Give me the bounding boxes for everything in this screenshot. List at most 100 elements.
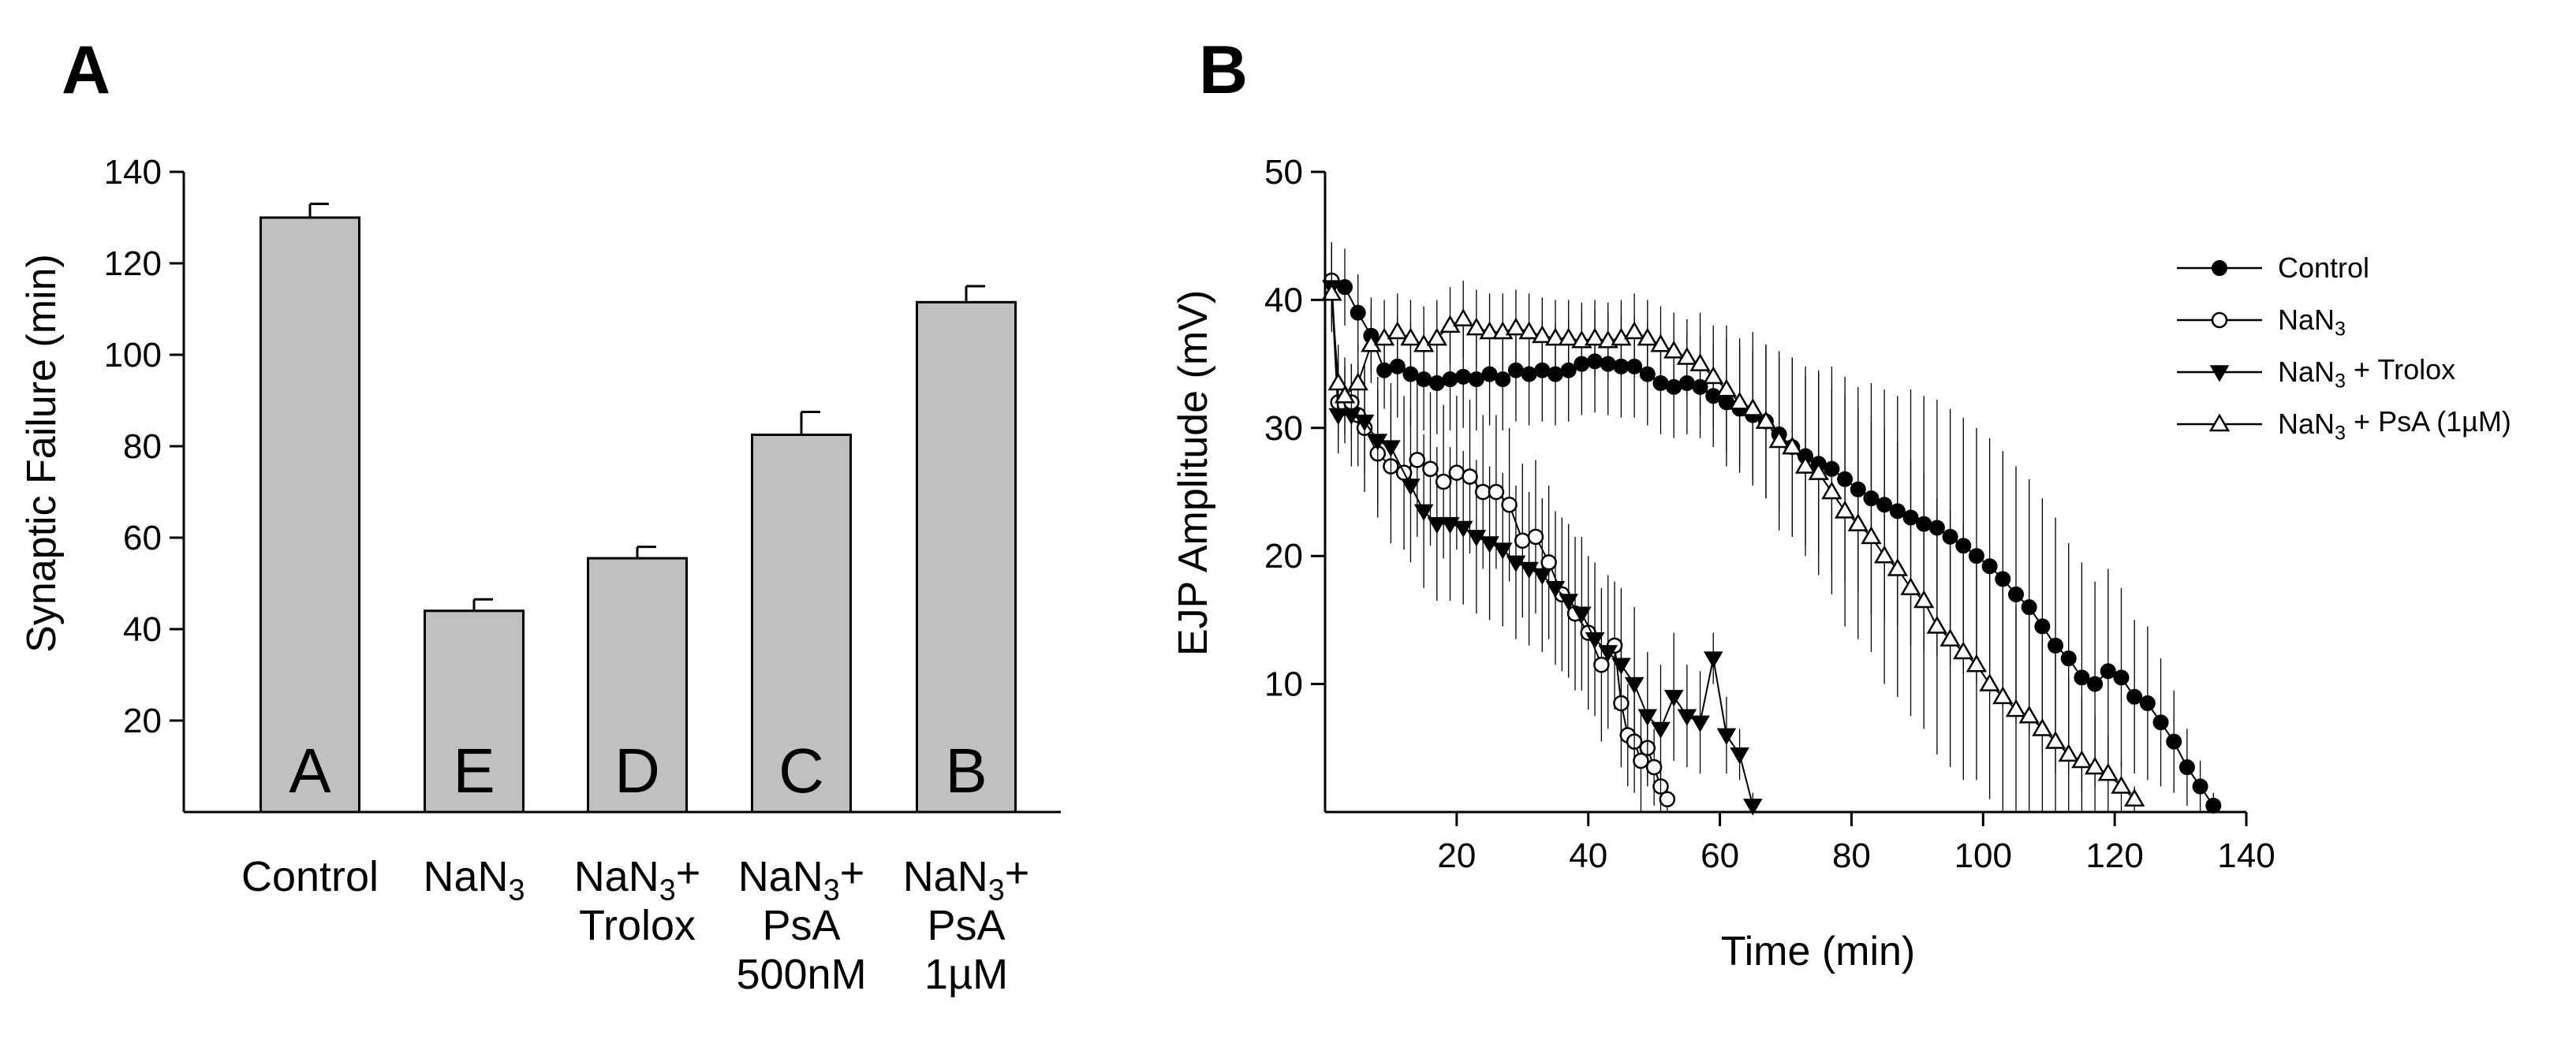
data-point	[1755, 411, 1777, 429]
x-tick-label: 40	[1569, 836, 1607, 875]
data-point	[1782, 436, 1803, 455]
y-tick-label: 20	[123, 702, 162, 740]
data-point	[1514, 532, 1531, 549]
bar	[259, 216, 360, 814]
y-tick-label: 60	[123, 519, 162, 557]
category-label: PsA	[927, 902, 1005, 949]
data-point	[1327, 372, 1349, 391]
legend: Control NaN3 NaN3 + Trolox NaN3 + PsA (1µM)	[2177, 251, 2511, 445]
y-tick-label: 30	[1264, 409, 1303, 448]
x-tick-label: 100	[1954, 836, 2012, 875]
data-point	[1334, 385, 1356, 404]
data-point	[2005, 699, 2027, 717]
panel-a-categories: Control NaN3 NaN3+TroloxNaN3+PsA500nMNaN3+…	[241, 849, 1029, 998]
legend-marker	[2209, 365, 2230, 382]
y-tick-label: 50	[1264, 153, 1303, 192]
data-point	[1645, 758, 1663, 776]
data-point	[1505, 317, 1527, 336]
data-point	[1703, 651, 1723, 669]
data-point	[2124, 788, 2145, 807]
category-label: NaN3	[423, 853, 525, 907]
data-point	[1426, 327, 1447, 346]
bar-chart-panel-a: Synaptic Failure (min) 20 40 60 80 100 120 140…	[19, 153, 1061, 998]
data-point	[1939, 628, 1961, 647]
data-point	[1354, 414, 1375, 432]
data-point	[1768, 430, 1790, 449]
data-point	[2097, 762, 2119, 781]
data-point	[1321, 282, 1342, 301]
data-point	[1337, 279, 1353, 296]
data-point	[2087, 676, 2104, 692]
panel-b-letter: B	[1199, 32, 1248, 108]
y-tick-label: 80	[123, 427, 162, 466]
legend-label: NaN3 + PsA (1µM)	[2278, 405, 2511, 445]
bar	[587, 557, 688, 814]
data-point	[1659, 791, 1676, 808]
bar-group-letter: D	[614, 736, 660, 806]
panel-b-ylabel: EJP Amplitude (mV)	[1170, 290, 1216, 656]
data-point	[1527, 528, 1544, 546]
legend-entry: NaN3 + Trolox	[2177, 353, 2455, 393]
data-point	[2032, 717, 2053, 736]
legend-entry: NaN3 + PsA (1µM)	[2177, 405, 2511, 445]
category-label: NaN3+	[903, 849, 1030, 907]
data-point	[1808, 462, 1829, 480]
panel-a-ylabel: Synaptic Failure (min)	[19, 254, 65, 653]
x-tick-label: 120	[2085, 836, 2143, 875]
data-point	[1558, 327, 1579, 346]
data-point	[1518, 321, 1540, 340]
bar	[751, 434, 852, 814]
y-tick-label: 20	[1264, 537, 1303, 576]
data-point	[1593, 656, 1610, 673]
panel-a-letter: A	[62, 32, 110, 108]
legend-label: NaN3	[2278, 304, 2346, 341]
y-tick-label: 120	[104, 244, 162, 283]
category-label: 1µM	[924, 951, 1008, 998]
data-point	[1479, 321, 1500, 340]
data-point	[1623, 321, 1645, 340]
data-point	[1532, 325, 1553, 344]
data-point	[2044, 731, 2066, 749]
data-point	[1347, 372, 1368, 391]
category-label: PsA	[762, 902, 840, 949]
data-point	[1545, 581, 1566, 598]
data-point	[1468, 371, 1484, 388]
data-point	[2060, 650, 2077, 667]
data-point	[1453, 308, 1474, 327]
data-point	[1742, 397, 1764, 416]
panel-a-yticks: 20 40 60 80 100 120 140	[104, 153, 184, 740]
data-point	[1633, 752, 1649, 769]
data-point	[1953, 641, 1974, 660]
data-point	[2111, 776, 2132, 794]
data-point	[2034, 618, 2051, 635]
data-point	[1480, 536, 1499, 553]
data-point	[1519, 561, 1539, 579]
series-line	[1331, 293, 2135, 800]
category-label: Control	[241, 853, 379, 900]
data-point	[1887, 557, 1908, 576]
data-point	[2058, 743, 2079, 762]
data-point	[1495, 371, 1511, 388]
data-point	[2126, 688, 2143, 705]
data-point	[2021, 599, 2037, 616]
data-point	[1992, 686, 2014, 705]
series-3	[1321, 255, 2145, 812]
bar-group-letter: C	[778, 736, 824, 806]
data-point	[2166, 733, 2182, 750]
data-point	[1651, 721, 1671, 739]
legend-marker	[2211, 311, 2228, 329]
data-point	[2205, 797, 2222, 814]
legend-entry: Control	[2177, 251, 2369, 284]
data-point	[1690, 715, 1710, 732]
category-label: NaN3+	[574, 849, 701, 907]
y-tick-label: 40	[1264, 281, 1303, 319]
data-point	[1584, 327, 1606, 346]
legend-marker	[2208, 413, 2231, 432]
x-tick-label: 20	[1437, 836, 1476, 875]
data-point	[1466, 530, 1487, 547]
data-point	[1873, 545, 1895, 564]
legend-entry: NaN3	[2177, 304, 2346, 341]
bar-group-letter: B	[945, 736, 987, 806]
data-point	[1637, 709, 1658, 726]
